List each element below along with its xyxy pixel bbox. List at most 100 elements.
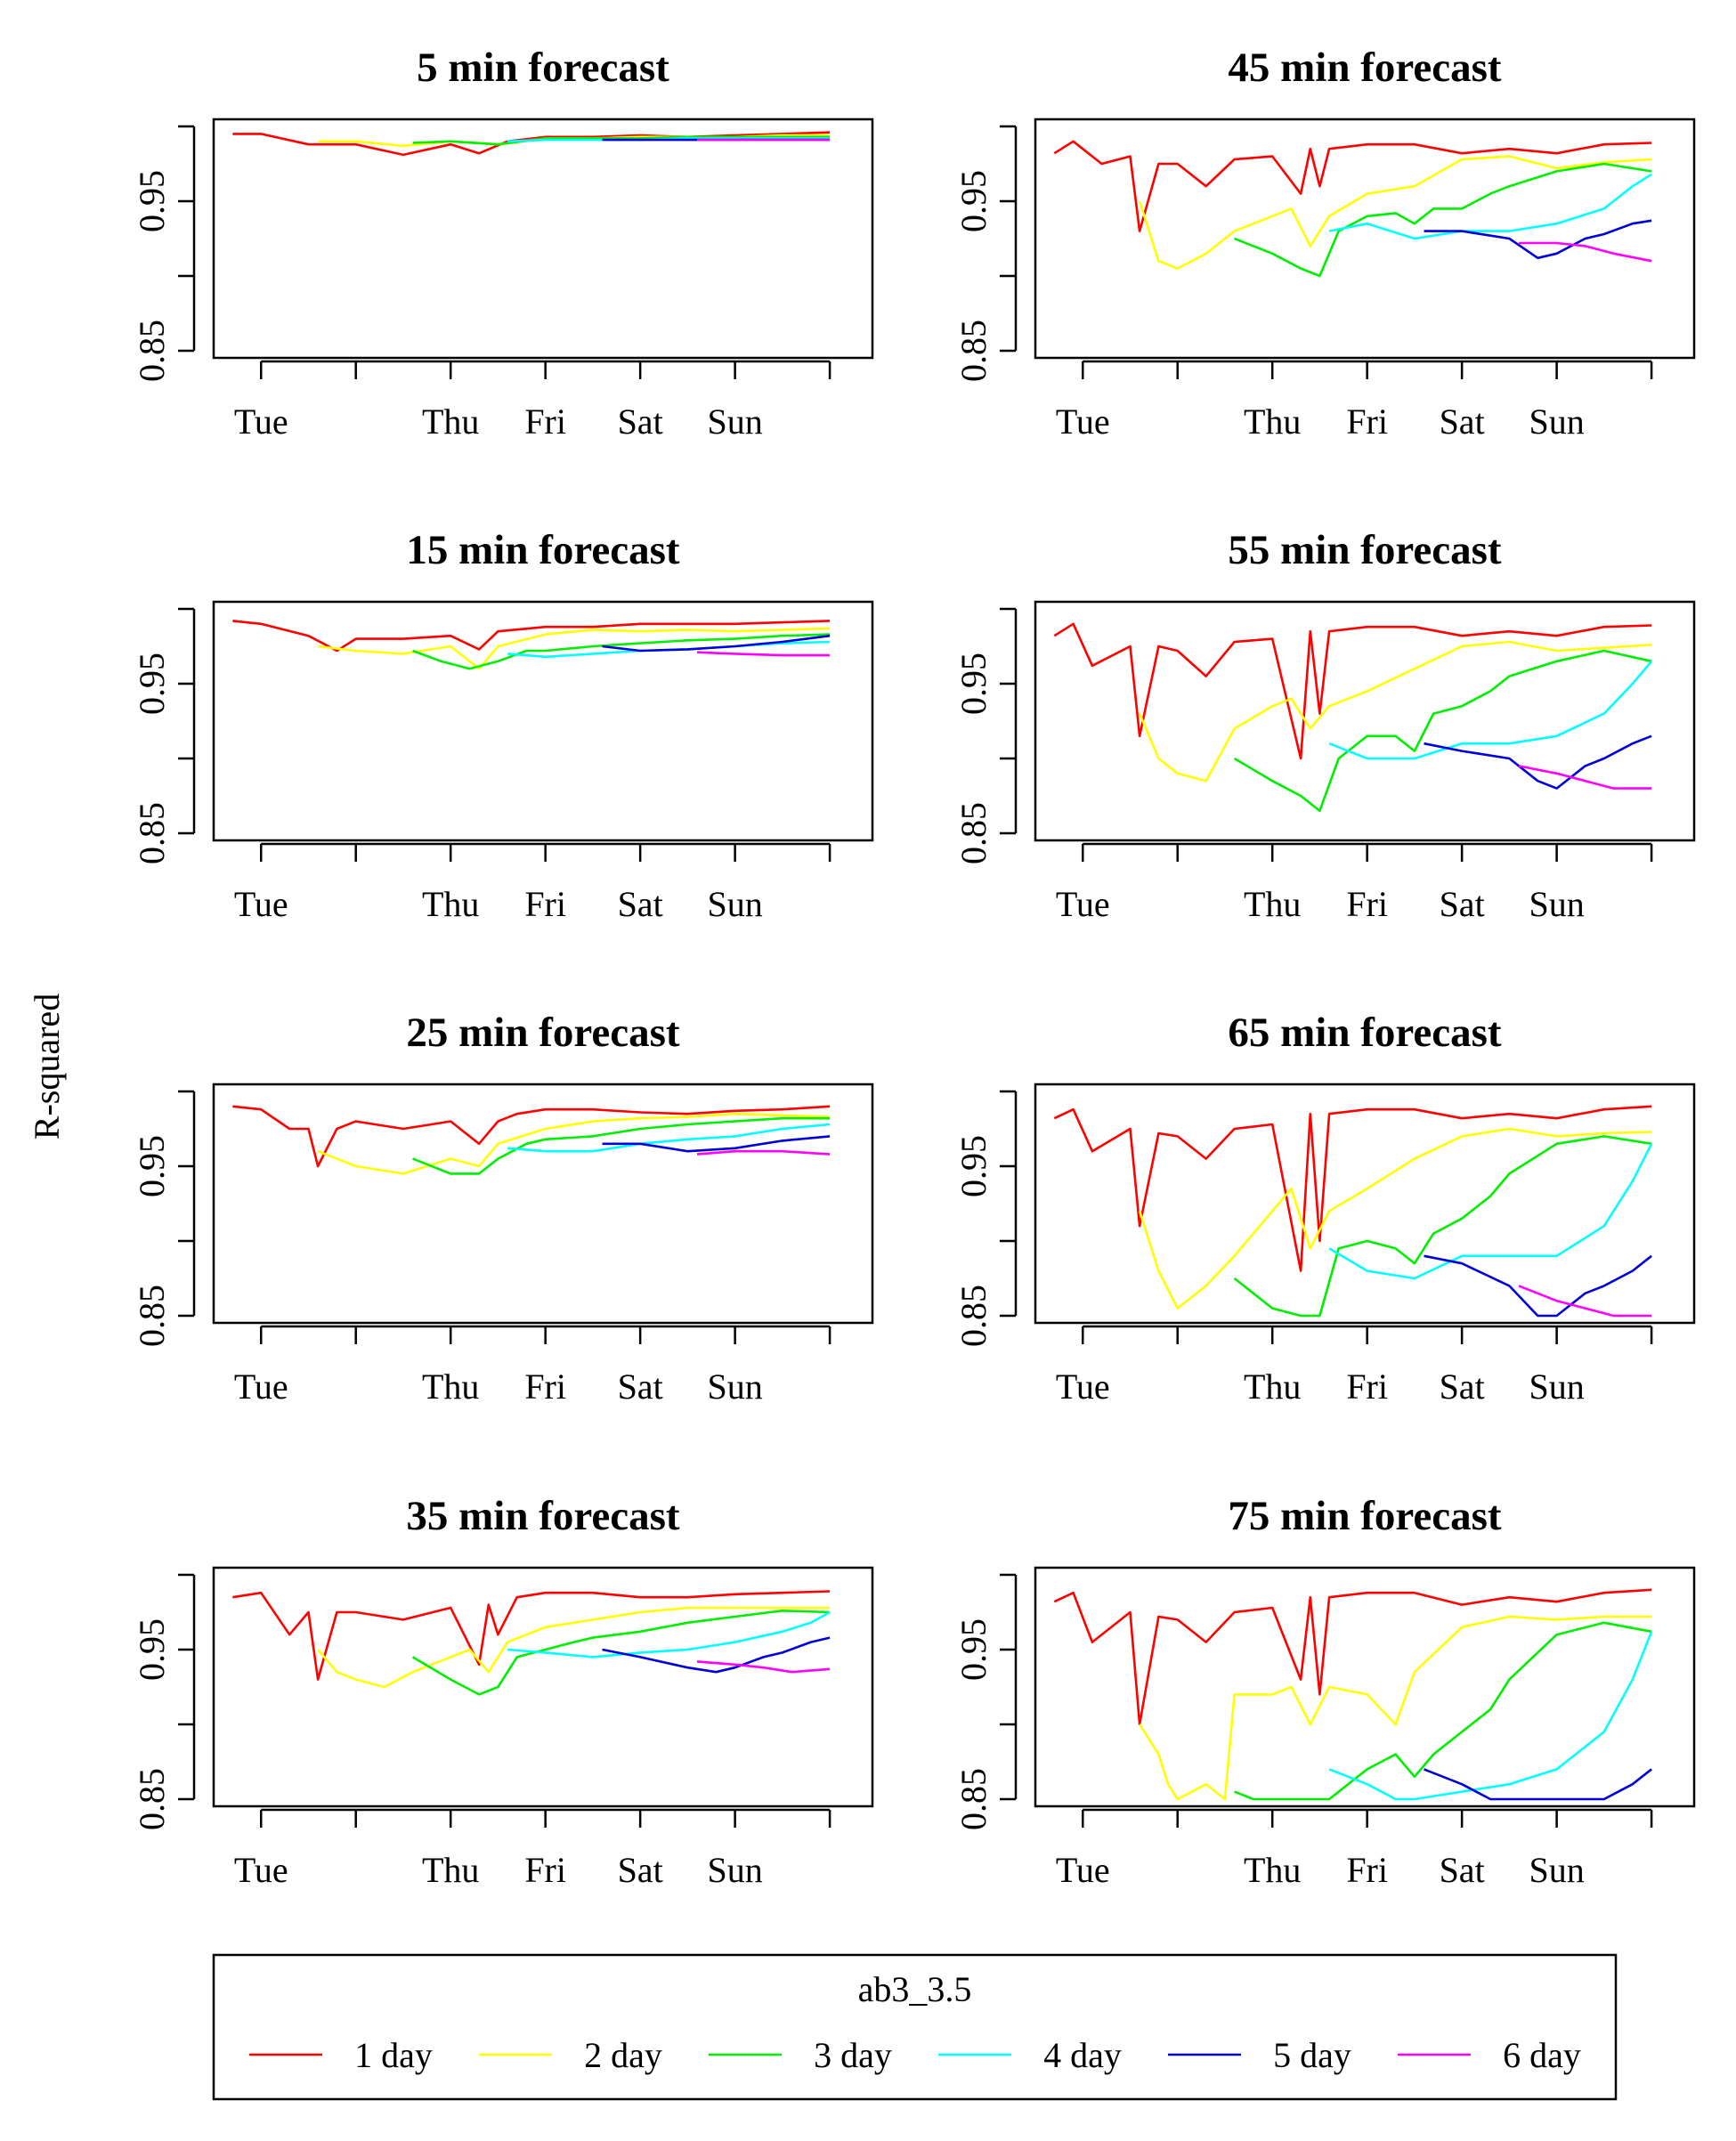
- panel-75-min-forecast: 75 min forecast 0.85 0.95 Tue Thu Fri Sat Sun: [953, 1493, 1696, 1890]
- panel-45-min-forecast: 45 min forecast 0.85 0.95 Tue Thu Fri Sat Sun: [953, 45, 1696, 442]
- panel-25-min-forecast: 25 min forecast 0.85 0.95 Tue Thu Fri Sat Sun: [132, 1010, 874, 1407]
- y-tick-label: 0.95: [132, 1135, 172, 1197]
- plot-frame: [1034, 118, 1696, 360]
- panel-15-min-forecast: 15 min forecast 0.85 0.95 Tue Thu Fri Sat Sun: [132, 527, 874, 924]
- legend-item-6-day: 6 day: [1398, 2035, 1581, 2075]
- y-tick-label: 0.85: [132, 1285, 172, 1347]
- y-axis: 0.85 0.95: [953, 125, 1018, 382]
- x-tick-label-tue: Tue: [1056, 884, 1110, 924]
- x-tick-label-sat: Sat: [618, 884, 663, 924]
- panel-5-min-forecast: 5 min forecast 0.85 0.95 Tue Thu Fri Sat Sun: [132, 45, 874, 442]
- series-line-3-day: [1234, 162, 1652, 278]
- x-tick-label-tue: Tue: [1056, 401, 1110, 442]
- plot-frame: [212, 1566, 874, 1808]
- y-tick-label: 0.85: [132, 802, 172, 864]
- series-group: [232, 1105, 831, 1175]
- series-line-1-day: [232, 1105, 831, 1168]
- x-tick-label-sun: Sun: [707, 401, 762, 442]
- series-line-5-day: [602, 634, 831, 653]
- x-tick-label-sun: Sun: [1529, 884, 1584, 924]
- legend-label: 4 day: [1043, 2035, 1122, 2075]
- series-line-5-day: [1424, 219, 1652, 260]
- series-line-4-day: [1328, 173, 1652, 240]
- panel-title: 15 min forecast: [406, 527, 680, 573]
- series-line-6-day: [1518, 1285, 1652, 1318]
- y-tick-label: 0.95: [953, 1618, 994, 1681]
- legend-item-2-day: 2 day: [479, 2035, 662, 2075]
- x-tick-label-sun: Sun: [707, 884, 762, 924]
- series-group: [232, 1590, 831, 1696]
- y-tick-label: 0.95: [132, 653, 172, 715]
- series-line-3-day: [411, 1610, 831, 1696]
- series-line-1-day: [1053, 140, 1652, 232]
- y-axis: 0.85 0.95: [132, 1090, 196, 1347]
- x-tick-label-sat: Sat: [618, 1850, 663, 1890]
- series-group: [232, 131, 831, 157]
- x-tick-label-sun: Sun: [707, 1367, 762, 1407]
- y-tick-label: 0.95: [132, 1618, 172, 1681]
- series-line-1-day: [1053, 622, 1652, 760]
- plot-frame: [1034, 600, 1696, 842]
- x-tick-label-tue: Tue: [1056, 1367, 1110, 1407]
- y-tick-label: 0.85: [132, 1768, 172, 1830]
- y-axis: 0.85 0.95: [953, 1573, 1018, 1830]
- plot-frame: [212, 118, 874, 360]
- series-line-2-day: [1138, 640, 1652, 783]
- x-axis: Tue Thu Fri Sat Sun: [234, 1325, 831, 1407]
- plot-frame: [212, 600, 874, 842]
- x-tick-label-sun: Sun: [707, 1850, 762, 1890]
- y-axis: 0.85 0.95: [953, 607, 1018, 864]
- series-line-3-day: [1233, 649, 1652, 813]
- series-line-2-day: [1139, 1615, 1652, 1801]
- y-axis-label: R-squared: [27, 993, 67, 1139]
- legend: ab3_3.5 1 day 2 day 3 day 4 day 5 day 6 day: [212, 1953, 1618, 2101]
- panel-title: 75 min forecast: [1228, 1493, 1502, 1539]
- panel-title: 5 min forecast: [417, 45, 669, 91]
- x-tick-label-thu: Thu: [422, 1850, 479, 1890]
- y-tick-label: 0.85: [953, 320, 994, 382]
- x-tick-label-thu: Thu: [1244, 1850, 1301, 1890]
- series-line-6-day: [1519, 241, 1652, 263]
- x-tick-label-fri: Fri: [524, 1850, 566, 1890]
- series-line-5-day: [1424, 1768, 1652, 1801]
- series-group: [1053, 622, 1653, 813]
- series-line-5-day: [602, 1636, 831, 1674]
- y-tick-label: 0.85: [132, 320, 172, 382]
- panel-title: 65 min forecast: [1228, 1010, 1502, 1056]
- series-group: [1053, 140, 1652, 278]
- series-line-3-day: [412, 1116, 831, 1175]
- series-group: [1053, 1105, 1653, 1318]
- panel-55-min-forecast: 55 min forecast 0.85 0.95 Tue Thu Fri Sat Sun: [953, 527, 1696, 924]
- series-line-3-day: [1233, 1135, 1652, 1318]
- plot-frame: [1034, 1083, 1696, 1325]
- series-line-4-day: [507, 1610, 831, 1658]
- x-tick-label-tue: Tue: [234, 884, 288, 924]
- legend-label: 1 day: [354, 2035, 433, 2075]
- series-line-3-day: [412, 135, 831, 146]
- series-line-1-day: [1053, 1105, 1652, 1272]
- panel-title: 35 min forecast: [406, 1493, 680, 1539]
- legend-label: 3 day: [814, 2035, 892, 2075]
- series-line-2-day: [1138, 155, 1652, 270]
- x-tick-label-sun: Sun: [1529, 401, 1584, 442]
- legend-item-4-day: 4 day: [938, 2035, 1122, 2075]
- x-tick-label-tue: Tue: [234, 1367, 288, 1407]
- legend-item-5-day: 5 day: [1168, 2035, 1351, 2075]
- legend-box: [212, 1953, 1618, 2101]
- x-axis: Tue Thu Fri Sat Sun: [1056, 1808, 1653, 1890]
- series-line-4-day: [507, 1123, 831, 1153]
- series-line-1-day: [1053, 1588, 1652, 1726]
- series-line-6-day: [696, 1660, 831, 1674]
- series-group: [232, 620, 831, 670]
- x-tick-label-sat: Sat: [1440, 884, 1485, 924]
- series-line-5-day: [602, 1135, 831, 1153]
- x-tick-label-sun: Sun: [1529, 1850, 1584, 1890]
- y-tick-label: 0.85: [953, 1768, 994, 1830]
- x-tick-label-thu: Thu: [422, 884, 479, 924]
- legend-title: ab3_3.5: [858, 1969, 972, 2009]
- x-tick-label-thu: Thu: [1244, 884, 1301, 924]
- x-tick-label-thu: Thu: [1244, 1367, 1301, 1407]
- x-tick-label-tue: Tue: [1056, 1850, 1110, 1890]
- panel-title: 25 min forecast: [406, 1010, 680, 1056]
